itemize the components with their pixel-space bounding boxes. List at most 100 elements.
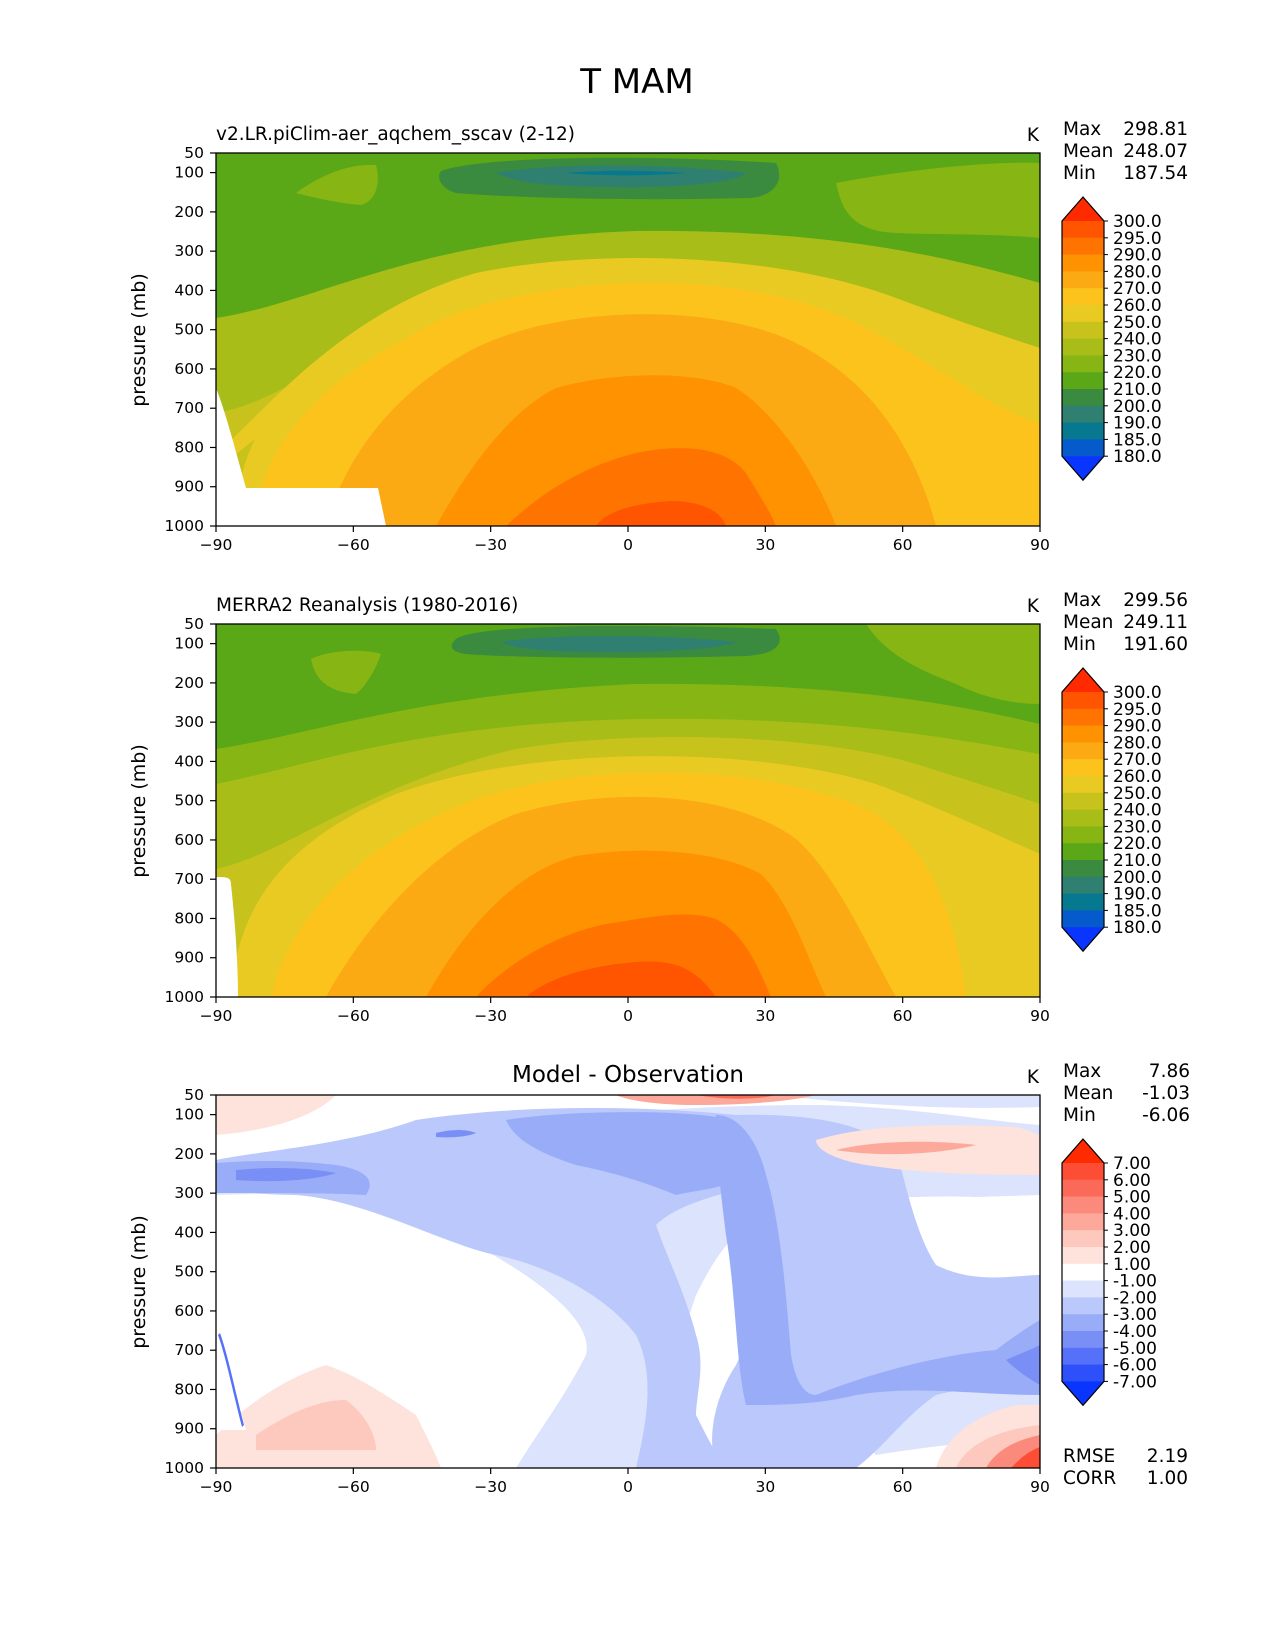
contour-band [596,501,726,526]
colorbar-swatch [1062,389,1104,407]
contour-band [836,1141,976,1155]
colorbar-label: 295.0 [1113,229,1162,249]
colorbar-label: 250.0 [1113,784,1162,804]
x-tick-label: 30 [755,536,775,554]
colorbar-label: 250.0 [1113,313,1162,333]
colorbar-label: 220.0 [1113,834,1162,854]
y-tick-label: 600 [174,1302,204,1320]
colorbar-extend-max [1062,197,1104,221]
panel-diff-rmse-label: RMSE [1063,1446,1115,1467]
x-tick-label: 0 [623,536,633,554]
contour-band [866,624,1040,704]
colorbar-label: 280.0 [1113,733,1162,753]
panel-model-ylabel: pressure (mb) [128,273,150,407]
y-tick-label: 800 [174,438,204,456]
colorbar-label: 230.0 [1113,346,1162,366]
colorbar-label: -2.00 [1113,1288,1157,1308]
colorbar-label: -7.00 [1113,1372,1157,1392]
panel-obs-axes: −90 −60 −30 0 30 60 90 50 100 200 300 400 500 600 700 8… [165,615,1050,1025]
colorbar-swatch [1062,271,1104,289]
colorbar-swatch [1062,1230,1104,1248]
x-tick-label: −30 [474,536,507,554]
panel-diff-stat-min-value: -6.06 [1142,1105,1190,1126]
colorbar-label: -4.00 [1113,1322,1157,1342]
colorbar-swatch [1062,288,1104,306]
colorbar-swatch [1062,708,1104,727]
x-tick-label: 90 [1030,1007,1050,1025]
contour-band [716,1115,1040,1405]
colorbar-swatch [1062,372,1104,390]
colorbar-swatch [1062,792,1104,811]
panel-diff: Model - Observation K Max 7.86 Mean -1.0… [128,1061,1190,1496]
panel-obs-stat-max-value: 299.56 [1123,590,1188,611]
colorbar-swatch [1062,1297,1104,1315]
colorbar-label: 280.0 [1113,262,1162,282]
colorbar-swatch [1062,1347,1104,1366]
colorbar-swatch [1062,1280,1104,1298]
colorbar-swatch [1062,1247,1104,1265]
colorbar-label: 2.00 [1113,1238,1151,1258]
colorbar-label: 6.00 [1113,1171,1151,1191]
panel-obs-plot: −90 −60 −30 0 30 60 90 50 100 200 300 400 500 600 700 8… [165,615,1050,1025]
x-tick-label: 60 [893,1478,913,1496]
colorbar-extend-min [1062,1381,1104,1406]
panel-diff-units: K [1027,1067,1040,1088]
panel-model-colorbar: 300.0295.0290.0280.0270.0260.0250.0240.0… [1061,196,1162,482]
contour-band [616,1095,816,1105]
panel-diff-stat-min-label: Min [1063,1105,1096,1126]
colorbar-label: -1.00 [1113,1272,1157,1292]
colorbar-label: 210.0 [1113,851,1162,871]
panel-diff-rmse-value: 2.19 [1147,1446,1188,1467]
colorbar-swatch [1062,692,1104,710]
y-tick-label: 200 [174,674,204,692]
x-tick-label: 30 [755,1478,775,1496]
colorbar-label: 5.00 [1113,1188,1151,1208]
x-tick-label: 90 [1030,1478,1050,1496]
colorbar-label: 200.0 [1113,397,1162,417]
x-tick-label: 60 [893,1007,913,1025]
contour-band [506,448,776,526]
panel-obs-units: K [1027,596,1040,617]
colorbar-label: 185.0 [1113,901,1162,921]
y-tick-label: 900 [174,949,204,967]
colorbar-label: 200.0 [1113,868,1162,888]
contour-band [566,170,686,176]
panel-diff-title: Model - Observation [512,1062,744,1088]
colorbar-label: 300.0 [1113,683,1162,703]
panel-diff-stat-max-label: Max [1063,1061,1101,1082]
contour-band [776,1095,1040,1108]
contour-band [696,1095,776,1099]
y-tick-label: 400 [174,1223,204,1241]
y-tick-label: 1000 [165,1459,204,1477]
colorbar-label: 260.0 [1113,296,1162,316]
y-tick-label: 100 [174,635,204,653]
panel-model-stat-mean-label: Mean [1063,141,1113,162]
y-tick-label: 50 [184,144,204,162]
contour-band [496,165,746,188]
contour-band [1006,1345,1040,1385]
x-tick-label: −90 [200,1007,233,1025]
y-tick-label: 800 [174,909,204,927]
panel-obs-stat-mean-value: 249.11 [1123,612,1188,633]
x-tick-label: −30 [474,1007,507,1025]
colorbar-swatch [1062,843,1104,861]
x-tick-label: −60 [337,1007,370,1025]
contour-band [926,237,1040,263]
x-tick-label: 60 [893,536,913,554]
colorbar-label: 3.00 [1113,1221,1151,1241]
panel-diff-stat-mean-value: -1.03 [1142,1083,1190,1104]
colorbar-swatch [1062,1163,1104,1181]
y-tick-label: 700 [174,1341,204,1359]
contour-band [436,1130,476,1138]
colorbar-swatch [1062,725,1104,743]
panel-model: v2.LR.piClim-aer_aqchem_sscav (2-12) K M… [128,119,1188,554]
panel-model-stat-max-label: Max [1063,119,1101,140]
contour-band [526,961,716,997]
x-tick-label: −90 [200,536,233,554]
colorbar-label: 210.0 [1113,380,1162,400]
panel-diff-ylabel: pressure (mb) [128,1215,150,1349]
panel-obs: MERRA2 Reanalysis (1980-2016) K Max 299.… [128,590,1188,1025]
colorbar-swatch [1062,305,1104,323]
x-tick-label: 30 [755,1007,775,1025]
